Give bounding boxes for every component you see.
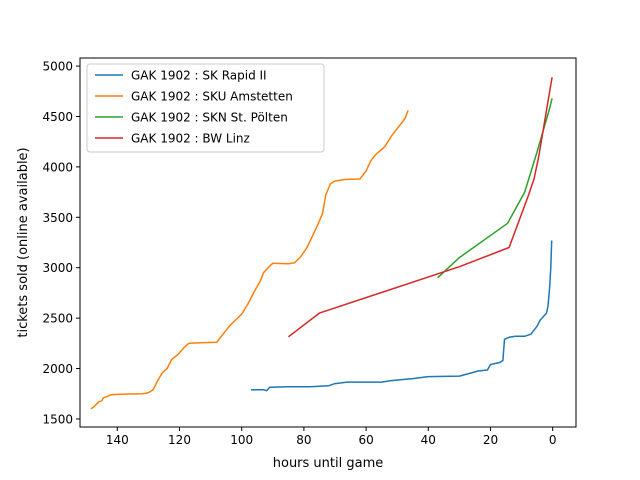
legend-label-4: GAK 1902 : BW Linz xyxy=(131,132,250,146)
x-tick-label: 100 xyxy=(230,433,253,447)
legend-box xyxy=(86,63,325,153)
x-tick-label: 120 xyxy=(168,433,191,447)
y-tick-label: 4500 xyxy=(42,110,73,124)
y-tick-label: 2500 xyxy=(42,312,73,326)
plot-frame xyxy=(79,57,577,428)
y-tick-label: 3500 xyxy=(42,211,73,225)
x-tick-label: 40 xyxy=(421,433,436,447)
x-tick-label: 80 xyxy=(296,433,311,447)
legend-label-2: GAK 1902 : SKU Amstetten xyxy=(131,90,293,104)
series-line-1 xyxy=(251,240,553,392)
series-line-3 xyxy=(437,98,553,279)
y-tick-label: 1500 xyxy=(42,412,73,426)
x-axis-ticks: 140 120 100 80 60 40 20 0 xyxy=(106,427,557,447)
x-axis-label: hours until game xyxy=(273,456,384,471)
y-tick-label: 4000 xyxy=(42,160,73,174)
y-axis-ticks: 1500 2000 2500 3000 3500 4000 4500 5000 xyxy=(42,60,80,426)
y-tick-label: 3000 xyxy=(42,261,73,275)
y-tick-label: 5000 xyxy=(42,60,73,74)
series-lines xyxy=(90,77,553,410)
x-tick-label: 60 xyxy=(358,433,373,447)
legend-label-3: GAK 1902 : SKN St. Pölten xyxy=(131,111,288,125)
x-tick-label: 140 xyxy=(106,433,129,447)
x-tick-label: 20 xyxy=(483,433,498,447)
y-tick-label: 2000 xyxy=(42,362,73,376)
series-line-4 xyxy=(287,77,553,338)
legend-label-1: GAK 1902 : SK Rapid II xyxy=(131,69,267,83)
y-axis-label: tickets sold (online available) xyxy=(16,147,31,337)
series-line-2 xyxy=(90,110,409,410)
x-tick-label: 0 xyxy=(549,433,557,447)
legend: GAK 1902 : SK Rapid II GAK 1902 : SKU Ams… xyxy=(86,63,325,153)
